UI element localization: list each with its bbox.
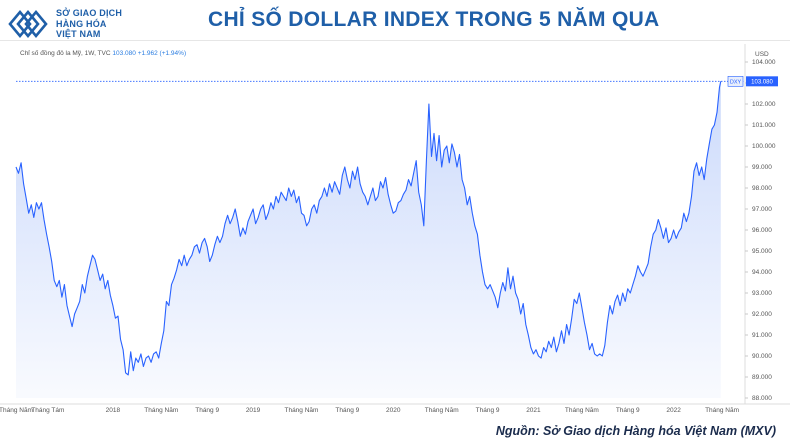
instrument-label: Chỉ số đồng đô la Mỹ, 1W, TVC [20, 50, 111, 57]
last-value-badge [746, 76, 778, 87]
x-tick-label: 2019 [246, 407, 261, 414]
change-label: +1.962 (+1.94%) [137, 50, 187, 57]
y-tick-label: 99.000 [752, 164, 772, 171]
x-tick-label: Tháng 9 [616, 407, 640, 414]
y-tick-label: 92.000 [752, 311, 772, 318]
x-tick-label: Tháng Năm [144, 407, 178, 414]
x-tick-label: Tháng Tám [31, 407, 64, 414]
x-tick-label: Tháng 9 [476, 407, 500, 414]
source-note: Nguồn: Sở Giao dịch Hàng hóa Việt Nam (M… [495, 424, 776, 438]
x-tick-label: Tháng 9 [195, 407, 219, 414]
x-tick-label: Tháng Năm [565, 407, 599, 414]
chart-frame [0, 40, 790, 413]
brand-line-1: SỞ GIAO DỊCH [56, 8, 123, 18]
x-tick-label: 2020 [386, 407, 401, 414]
last-symbol-box [727, 76, 744, 87]
brand-line-2: HÀNG HÓA [56, 18, 107, 29]
y-tick-label: 98.000 [752, 185, 772, 192]
y-tick-label: 104.000 [752, 59, 776, 66]
y-tick-label: 101.000 [752, 122, 776, 129]
chart-meta: Chỉ số đồng đô la Mỹ, 1W, TVC 103.080 +1… [20, 50, 186, 57]
x-tick-label: Tháng Năm [0, 407, 33, 414]
x-tick-label: Tháng Năm [284, 407, 318, 414]
last-value-badge-label: 103.080 [751, 80, 773, 86]
y-tick-label: 97.000 [752, 206, 772, 213]
last-symbol-label: DXY [730, 80, 742, 86]
page-title: CHỈ SỐ DOLLAR INDEX TRONG 5 NĂM QUA [208, 8, 660, 31]
last-value-label: 103.080 [112, 50, 136, 57]
y-tick-label: 96.000 [752, 227, 772, 234]
x-tick-label: Tháng Năm [425, 407, 459, 414]
series-line [15, 81, 722, 376]
y-unit-label: USD [755, 51, 769, 58]
y-tick-label: 94.000 [752, 269, 772, 276]
x-tick-label: Tháng 9 [335, 407, 359, 414]
brand-name: SỞ GIAO DỊCH HÀNG HÓA VIỆT NAM [56, 8, 122, 40]
x-tick-label: 2022 [666, 407, 681, 414]
x-tick-label: 2021 [526, 407, 541, 414]
x-tick-label: 2018 [106, 407, 121, 414]
brand-logo: SỞ GIAO DỊCH HÀNG HÓA VIỆT NAM [8, 6, 178, 42]
y-tick-label: 93.000 [752, 290, 772, 297]
y-tick-label: 102.000 [752, 101, 776, 108]
y-tick-label: 91.000 [752, 332, 772, 339]
y-tick-label: 100.000 [752, 143, 776, 150]
brand-line-3: VIỆT NAM [56, 29, 101, 39]
y-tick-label: 95.000 [752, 248, 772, 255]
y-tick-label: 90.000 [752, 353, 772, 360]
brand-mark-icon [8, 9, 48, 39]
series-area [16, 81, 721, 399]
x-tick-label: Tháng Năm [705, 407, 739, 414]
y-tick-label: 89.000 [752, 374, 772, 381]
y-tick-label: 88.000 [752, 395, 772, 402]
